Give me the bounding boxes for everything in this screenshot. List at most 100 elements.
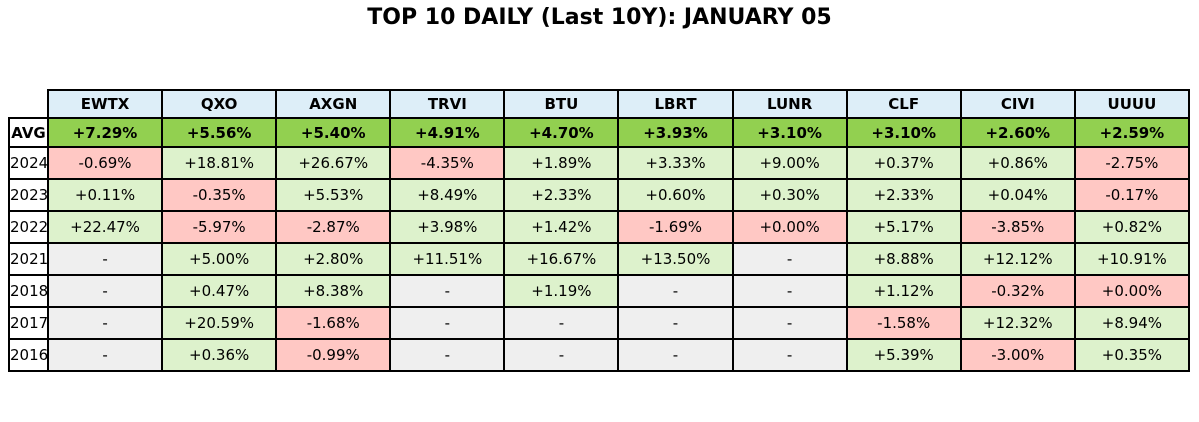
cell-2017-LUNR: -	[731, 306, 848, 340]
cell-2023-AXGN: +5.53%	[275, 178, 392, 212]
cell-2018-UUUU: +0.00%	[1073, 274, 1191, 308]
cell-2023-UUUU: -0.17%	[1073, 178, 1191, 212]
cell-2016-LUNR: -	[731, 338, 848, 372]
cell-2022-AXGN: -2.87%	[275, 210, 392, 244]
cell-2022-QXO: -5.97%	[161, 210, 278, 244]
row-label-2024: 2024	[8, 146, 49, 180]
cell-2016-CLF: +5.39%	[845, 338, 962, 372]
header-cell-TRVI: TRVI	[389, 89, 506, 119]
cell-2021-AXGN: +2.80%	[275, 242, 392, 276]
cell-2022-EWTX: +22.47%	[46, 210, 164, 244]
cell-2017-AXGN: -1.68%	[275, 306, 392, 340]
cell-2017-QXO: +20.59%	[161, 306, 278, 340]
cell-2016-BTU: -	[503, 338, 620, 372]
header-row: EWTX QXO AXGN TRVI BTU LBRT LUNR CLF CIVI UUUU	[9, 89, 1191, 119]
cell-2024-EWTX: -0.69%	[46, 146, 164, 180]
table-row-2021: 2021- +5.00% +2.80% +11.51% +16.67% +13.50% - +…	[8, 242, 1191, 276]
header-cell-AXGN: AXGN	[275, 89, 392, 119]
cell-2024-AXGN: +26.67%	[275, 146, 392, 180]
cell-2022-UUUU: +0.82%	[1073, 210, 1191, 244]
cell-2023-EWTX: +0.11%	[46, 178, 164, 212]
cell-2021-EWTX: -	[46, 242, 164, 276]
cell-2017-CLF: -1.58%	[845, 306, 962, 340]
cell-AVG-BTU: +4.70%	[503, 117, 620, 148]
cell-2018-BTU: +1.19%	[503, 274, 620, 308]
cell-2018-TRVI: -	[389, 274, 506, 308]
cell-AVG-QXO: +5.56%	[161, 117, 278, 148]
table-row-2024: 2024 -0.69% +18.81% +26.67% -4.35% +1.89% +3.3…	[8, 146, 1191, 180]
row-label-2021: 2021	[8, 242, 49, 276]
cell-2016-TRVI: -	[389, 338, 506, 372]
cell-2024-LBRT: +3.33%	[617, 146, 734, 180]
header-cell-CIVI: CIVI	[959, 89, 1076, 119]
cell-2024-LUNR: +9.00%	[731, 146, 848, 180]
header-cell-BTU: BTU	[503, 89, 620, 119]
cell-2017-UUUU: +8.94%	[1073, 306, 1191, 340]
avg-row: AVG +7.29% +5.56% +5.40% +4.91% +4.70% +3.93% +…	[8, 117, 1191, 148]
cell-2021-LBRT: +13.50%	[617, 242, 734, 276]
cell-2024-TRVI: -4.35%	[389, 146, 506, 180]
cell-2023-CLF: +2.33%	[845, 178, 962, 212]
cell-2017-LBRT: -	[617, 306, 734, 340]
table-body: AVG +7.29% +5.56% +5.40% +4.91% +4.70% +3.93% +…	[8, 117, 1191, 372]
header-cell-QXO: QXO	[161, 89, 278, 119]
cell-AVG-AXGN: +5.40%	[275, 117, 392, 148]
cell-2017-TRVI: -	[389, 306, 506, 340]
cell-2022-BTU: +1.42%	[503, 210, 620, 244]
cell-AVG-LUNR: +3.10%	[731, 117, 848, 148]
cell-2023-LBRT: +0.60%	[617, 178, 734, 212]
cell-2018-CIVI: -0.32%	[959, 274, 1076, 308]
cell-AVG-CIVI: +2.60%	[959, 117, 1076, 148]
cell-2021-TRVI: +11.51%	[389, 242, 506, 276]
row-label-2023: 2023	[8, 178, 49, 212]
row-label-2016: 2016	[8, 338, 49, 372]
table-row-2016: 2016- +0.36% -0.99% - - - - +5.39% -3.00% +0.35%	[8, 338, 1191, 372]
cell-2023-LUNR: +0.30%	[731, 178, 848, 212]
cell-2024-QXO: +18.81%	[161, 146, 278, 180]
cell-2018-LUNR: -	[731, 274, 848, 308]
cell-2018-EWTX: -	[46, 274, 164, 308]
header-cell-LUNR: LUNR	[731, 89, 848, 119]
cell-2016-QXO: +0.36%	[161, 338, 278, 372]
cell-2024-UUUU: -2.75%	[1073, 146, 1191, 180]
cell-2024-BTU: +1.89%	[503, 146, 620, 180]
performance-table: EWTX QXO AXGN TRVI BTU LBRT LUNR CLF CIVI UUUU AV…	[8, 89, 1191, 372]
table-row-2017: 2017- +20.59% -1.68% - - - - -1.58% +12.32% +8.94…	[8, 306, 1191, 340]
cell-2016-UUUU: +0.35%	[1073, 338, 1191, 372]
cell-AVG-CLF: +3.10%	[845, 117, 962, 148]
corner-cell	[9, 90, 48, 118]
row-label-2022: 2022	[8, 210, 49, 244]
cell-2016-AXGN: -0.99%	[275, 338, 392, 372]
cell-2018-AXGN: +8.38%	[275, 274, 392, 308]
cell-2022-LUNR: +0.00%	[731, 210, 848, 244]
cell-2021-LUNR: -	[731, 242, 848, 276]
cell-2018-CLF: +1.12%	[845, 274, 962, 308]
cell-2023-BTU: +2.33%	[503, 178, 620, 212]
header-cell-LBRT: LBRT	[617, 89, 734, 119]
cell-2016-LBRT: -	[617, 338, 734, 372]
cell-2022-CIVI: -3.85%	[959, 210, 1076, 244]
cell-2021-CIVI: +12.12%	[959, 242, 1076, 276]
cell-2023-CIVI: +0.04%	[959, 178, 1076, 212]
header-cell-CLF: CLF	[845, 89, 962, 119]
row-label-AVG: AVG	[8, 117, 49, 148]
cell-AVG-TRVI: +4.91%	[389, 117, 506, 148]
header-cell-UUUU: UUUU	[1073, 89, 1191, 119]
page-title: TOP 10 DAILY (Last 10Y): JANUARY 05	[367, 5, 832, 30]
cell-AVG-EWTX: +7.29%	[46, 117, 164, 148]
cell-2023-QXO: -0.35%	[161, 178, 278, 212]
cell-2022-TRVI: +3.98%	[389, 210, 506, 244]
row-label-2017: 2017	[8, 306, 49, 340]
cell-2017-BTU: -	[503, 306, 620, 340]
cell-2024-CLF: +0.37%	[845, 146, 962, 180]
cell-2017-CIVI: +12.32%	[959, 306, 1076, 340]
cell-2021-UUUU: +10.91%	[1073, 242, 1191, 276]
cell-2022-LBRT: -1.69%	[617, 210, 734, 244]
cell-2017-EWTX: -	[46, 306, 164, 340]
cell-2016-EWTX: -	[46, 338, 164, 372]
table-header: EWTX QXO AXGN TRVI BTU LBRT LUNR CLF CIVI UUUU	[9, 89, 1191, 119]
table-row-2023: 2023 +0.11% -0.35% +5.53% +8.49% +2.33% +0.60%…	[8, 178, 1191, 212]
cell-2024-CIVI: +0.86%	[959, 146, 1076, 180]
cell-2021-BTU: +16.67%	[503, 242, 620, 276]
